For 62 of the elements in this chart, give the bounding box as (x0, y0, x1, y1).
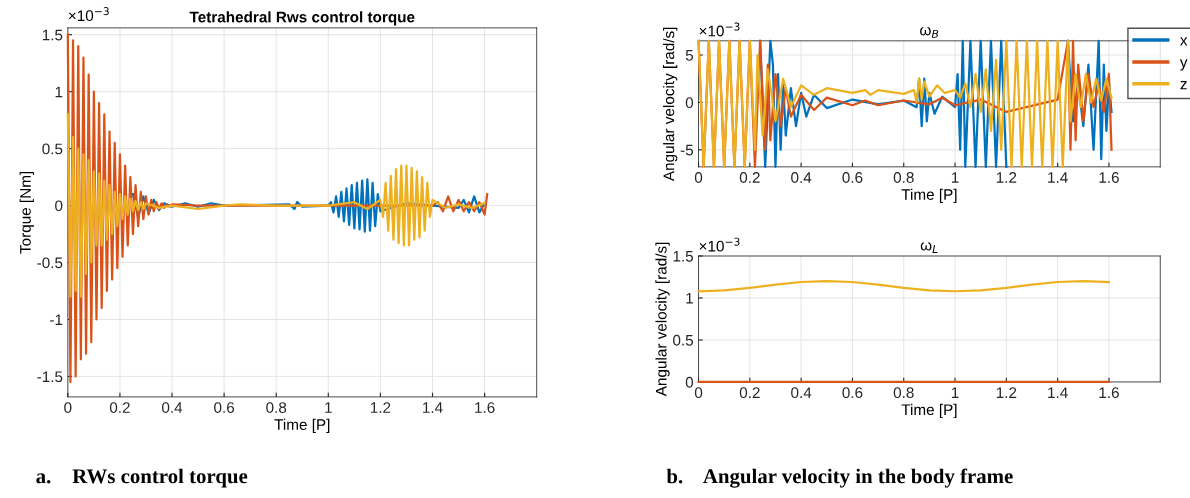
x-axis-title: Time [P] (901, 188, 957, 203)
text: b. Angular velocity in the body frame (666, 468, 1013, 488)
line-series (66, 113, 486, 298)
x-tick-label: 1.6 (475, 402, 495, 413)
x-tick-label: 0.6 (214, 402, 235, 413)
y-axis-title: Angular velocity [rad/s] (655, 242, 670, 397)
legend-label: z (1180, 81, 1187, 90)
y-axis-title: Torque [Nm] (19, 171, 34, 254)
x-tick-label: 0 (694, 172, 703, 183)
y-tick-label: 0.5 (42, 143, 63, 155)
x-tick-label: 1 (951, 387, 959, 398)
y-tick-label: 1.5 (42, 29, 63, 41)
y-tick-label: -5 (680, 144, 694, 156)
x-axis-title: Time [P] (901, 403, 957, 419)
legend-label: y (1179, 59, 1188, 71)
line-series (66, 33, 489, 384)
x-tick-label: 0.4 (162, 402, 183, 413)
x-tick-label: 0.2 (109, 402, 130, 413)
x-tick-label: 0.2 (739, 387, 760, 399)
y-tick-label: 0 (55, 200, 63, 212)
x-tick-label: 1.6 (1099, 387, 1119, 399)
y-tick-label: 0 (685, 97, 694, 109)
x-tick-label: 1.2 (996, 387, 1017, 398)
x-tick-label: 1.6 (1099, 172, 1119, 183)
x-tick-label: 0 (694, 387, 703, 399)
x-tick-label: 0.4 (791, 387, 812, 399)
x-tick-label: 0.6 (842, 172, 863, 183)
x-tick-label: 1 (325, 402, 332, 413)
legend-label: x (1180, 37, 1188, 46)
x-tick-label: 1.2 (996, 172, 1017, 183)
chart-title: ω$_{B}$ (920, 27, 939, 38)
y-tick-label: 5 (685, 50, 694, 61)
y-tick-label: 0 (685, 376, 694, 388)
y-tick-label: -1.5 (37, 371, 63, 383)
y-tick-label: -0.5 (37, 257, 63, 269)
y-tick-label: 1.5 (673, 251, 694, 262)
text: ×10$^{−3}$ (68, 7, 109, 22)
x-tick-label: 0.6 (842, 387, 863, 399)
chart-title: ω$_{L}$ (920, 242, 938, 253)
x-tick-label: 0.8 (266, 402, 287, 413)
x-tick-label: 1 (951, 172, 959, 183)
x-tick-label: 1.2 (370, 402, 391, 413)
y-tick-label: -1 (50, 314, 63, 325)
line-series (131, 178, 486, 233)
x-tick-label: 1.4 (1048, 172, 1068, 183)
x-axis-title: Time [P] (274, 418, 330, 434)
x-tick-label: 1.4 (423, 402, 443, 413)
x-tick-label: 0.2 (739, 172, 760, 183)
x-tick-label: 0.8 (893, 387, 914, 399)
x-tick-label: 0.8 (893, 172, 914, 183)
x-tick-label: 1.4 (1048, 387, 1068, 398)
text: a. RWs control torque (36, 468, 248, 488)
text: ×10$^{−3}$ (699, 237, 740, 252)
x-tick-label: 0 (64, 402, 72, 413)
text: ×10$^{−3}$ (699, 22, 740, 37)
y-tick-label: 1 (686, 293, 693, 304)
y-tick-label: 0.5 (673, 334, 694, 346)
y-tick-label: 1 (55, 86, 63, 98)
chart-title: Tetrahedral Rws control torque (189, 11, 415, 26)
line-series (697, 280, 1111, 293)
x-tick-label: 0.4 (791, 172, 812, 183)
y-axis-title: Angular velocity [rad/s] (663, 27, 678, 182)
